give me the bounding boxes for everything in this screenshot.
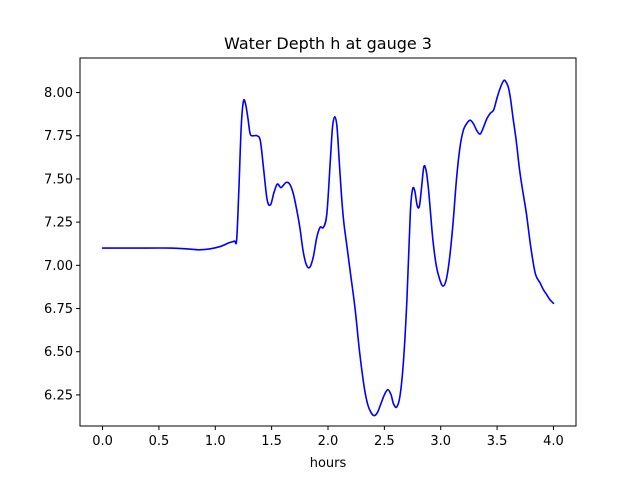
x-tick-label: 3.5 — [487, 434, 508, 449]
y-tick-label: 6.25 — [44, 388, 73, 403]
x-tick-label: 1.0 — [205, 434, 226, 449]
y-tick-label: 6.75 — [44, 302, 73, 317]
series-line-0 — [101, 79, 555, 417]
x-tick-label: 4.0 — [543, 434, 564, 449]
x-axis-label: hours — [310, 456, 347, 471]
x-tick-label: 3.0 — [430, 434, 451, 449]
chart-title: Water Depth h at gauge 3 — [224, 34, 432, 53]
y-tick-label: 7.75 — [44, 129, 73, 144]
y-tick-label: 7.00 — [44, 259, 73, 274]
y-tick-label: 7.50 — [44, 172, 73, 187]
x-tick-label: 2.5 — [374, 434, 395, 449]
x-tick-label: 2.0 — [318, 434, 339, 449]
y-tick-label: 8.00 — [44, 86, 73, 101]
x-tick-label: 1.5 — [261, 434, 282, 449]
plot-area: 0.0 0.5 1.0 1.5 2.0 2.5 3.0 3.5 4.0 6.25 6.50 6.75 7… — [44, 57, 577, 449]
y-tick-label: 7.25 — [44, 216, 73, 231]
x-tick-label: 0.5 — [149, 434, 170, 449]
y-tick-label: 6.50 — [44, 345, 73, 360]
x-tick-label: 0.0 — [92, 434, 113, 449]
